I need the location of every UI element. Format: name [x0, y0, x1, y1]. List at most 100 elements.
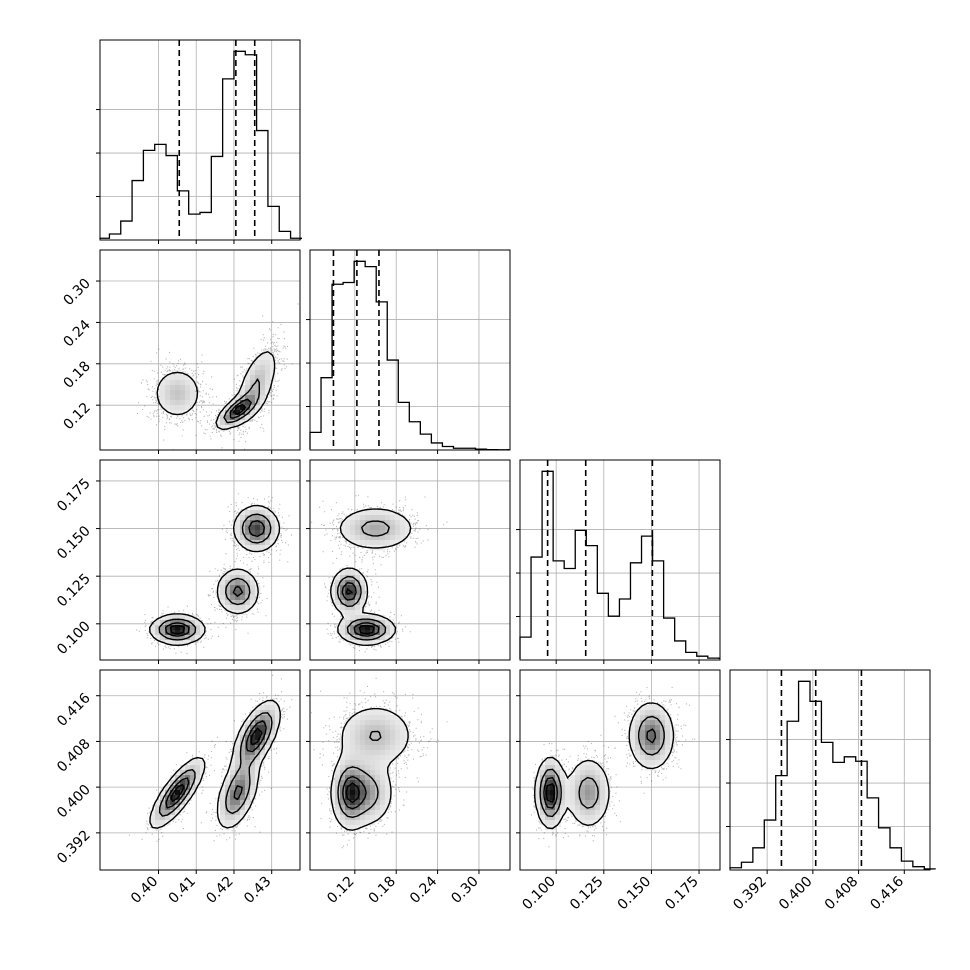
density-cell	[255, 370, 261, 376]
density-cell	[580, 770, 586, 776]
density-cell	[260, 505, 266, 511]
density-cell	[390, 625, 396, 631]
density-cell	[340, 570, 346, 576]
density-cell	[345, 770, 351, 776]
density-cell	[165, 405, 171, 411]
histogram-series	[519, 470, 720, 659]
density-cell	[345, 575, 351, 581]
density-cell	[185, 375, 191, 381]
density-cell	[350, 715, 356, 721]
contour-line	[543, 728, 657, 809]
density-cell	[170, 640, 176, 646]
density-cell	[175, 410, 181, 416]
density-cell	[230, 785, 236, 791]
density-cell	[345, 600, 351, 606]
density-cell	[385, 535, 391, 541]
density-cell	[175, 780, 181, 786]
density-cell	[175, 625, 181, 631]
density-cell	[220, 425, 226, 431]
density-cell	[390, 740, 396, 746]
density-cell	[630, 740, 636, 746]
density-cell	[645, 720, 651, 726]
x-tick-label: 0.43	[241, 874, 274, 907]
density-cell	[360, 735, 366, 741]
density-cell	[235, 745, 241, 751]
density-cell	[235, 395, 241, 401]
density-cell	[650, 720, 656, 726]
x-tick-label: 0.18	[366, 874, 399, 907]
density-cell	[160, 815, 166, 821]
density-cell	[240, 605, 246, 611]
density-cell	[345, 615, 351, 621]
density-cell	[575, 790, 581, 796]
density-cell	[660, 745, 666, 751]
density-cell	[350, 795, 356, 801]
density-cell	[565, 800, 571, 806]
density-cell	[565, 795, 571, 801]
density-cell	[340, 530, 346, 536]
density-cell	[265, 390, 271, 396]
density-cell	[335, 605, 341, 611]
density-cell	[255, 750, 261, 756]
density-cell	[380, 715, 386, 721]
density-cell	[385, 625, 391, 631]
density-cell	[345, 610, 351, 616]
density-cell	[370, 620, 376, 626]
density-cell	[550, 780, 556, 786]
density-cell	[185, 405, 191, 411]
density-cell	[340, 755, 346, 761]
density-cell	[345, 620, 351, 626]
density-cell	[580, 805, 586, 811]
density-cell	[265, 385, 271, 391]
density-cell	[250, 795, 256, 801]
density-cell	[150, 820, 156, 826]
density-cell	[180, 800, 186, 806]
density-cell	[170, 795, 176, 801]
density-cell	[375, 775, 381, 781]
density-cell	[265, 375, 271, 381]
density-cell	[190, 615, 196, 621]
density-cell	[225, 405, 231, 411]
density-cell	[340, 805, 346, 811]
density-cell	[600, 810, 606, 816]
density-cell	[360, 635, 366, 641]
density-cell	[630, 720, 636, 726]
density-cell	[230, 755, 236, 761]
density-cell	[255, 715, 261, 721]
density-cell	[370, 755, 376, 761]
density-cell	[230, 410, 236, 416]
density-cell	[250, 370, 256, 376]
density-cell	[240, 810, 246, 816]
density-cell	[660, 755, 666, 761]
density-cell	[365, 530, 371, 536]
density-cell	[360, 525, 366, 531]
density-cell	[345, 775, 351, 781]
density-cell	[255, 545, 261, 551]
density-cell	[255, 765, 261, 771]
density-cell	[380, 710, 386, 716]
density-cell	[360, 595, 366, 601]
density-cell	[375, 760, 381, 766]
density-cell	[385, 760, 391, 766]
density-cell	[230, 405, 236, 411]
histogram-series	[729, 680, 936, 870]
density-cell	[380, 620, 386, 626]
density-cell	[170, 380, 176, 386]
density-cell	[360, 585, 366, 591]
density-cell	[230, 775, 236, 781]
density-cell	[335, 595, 341, 601]
density-cell	[160, 615, 166, 621]
density-cell	[635, 710, 641, 716]
density-cell	[370, 730, 376, 736]
density-cell	[150, 810, 156, 816]
density-cell	[160, 385, 166, 391]
density-cell	[195, 765, 201, 771]
density-cell	[270, 515, 276, 521]
density-cell	[245, 795, 251, 801]
density-cell	[220, 795, 226, 801]
density-cell	[360, 580, 366, 586]
density-cell	[240, 735, 246, 741]
density-cell	[265, 510, 271, 516]
density-cell	[365, 745, 371, 751]
density-cell	[245, 400, 251, 406]
